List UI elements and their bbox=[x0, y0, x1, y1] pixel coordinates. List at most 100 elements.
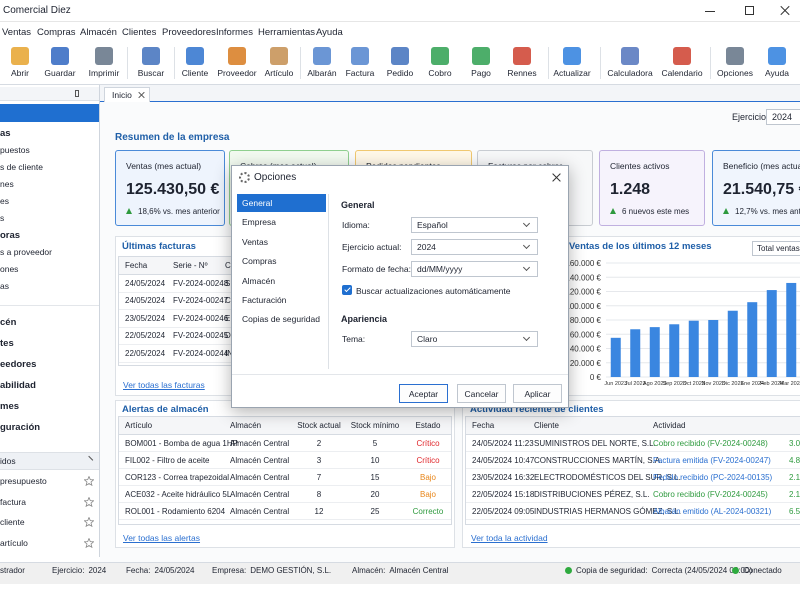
favorite-item[interactable]: presupuesto bbox=[0, 476, 47, 486]
nav-item[interactable]: Empresa bbox=[237, 213, 326, 231]
star-icon[interactable] bbox=[84, 476, 94, 486]
sidebar-item[interactable]: s bbox=[0, 213, 5, 223]
menu-item[interactable]: Herramientas bbox=[258, 27, 316, 38]
link[interactable]: Ver toda la actividad bbox=[471, 533, 548, 543]
link[interactable]: Ver todas las facturas bbox=[123, 380, 205, 390]
table-row[interactable]: COR123 - Correa trapezoidal Almacén Centr… bbox=[119, 469, 451, 486]
chart-selector[interactable]: Total ventas bbox=[752, 241, 800, 256]
status-label: Almacén: bbox=[352, 566, 386, 575]
toolbar-button[interactable]: Opciones bbox=[713, 44, 757, 82]
table-row[interactable]: BOM001 - Bomba de agua 1HP Almacén Centra… bbox=[119, 435, 451, 452]
maximize-button[interactable] bbox=[735, 0, 765, 22]
table-row[interactable]: FIL002 - Filtro de aceite Almacén Central… bbox=[119, 452, 451, 469]
dropdown[interactable]: Español bbox=[411, 217, 538, 233]
column-header: Stock mínimo bbox=[350, 421, 400, 430]
toolbar-button[interactable]: Pedido bbox=[378, 44, 422, 82]
dropdown[interactable]: Claro bbox=[411, 331, 538, 347]
menu-item[interactable]: Clientes bbox=[122, 27, 157, 38]
table-row[interactable]: 22/05/2024 15:18 DISTRIBUCIONES PÉREZ, S.… bbox=[466, 486, 800, 503]
close-button[interactable] bbox=[772, 0, 800, 22]
sidebar-module[interactable]: abilidad bbox=[0, 380, 36, 391]
sidebar-module[interactable]: guración bbox=[0, 422, 41, 433]
link[interactable]: Ver todas las alertas bbox=[123, 533, 201, 543]
dialog-button[interactable]: Cancelar bbox=[457, 384, 506, 403]
dropdown[interactable]: dd/MM/yyyy bbox=[411, 261, 538, 277]
favorite-item[interactable]: cliente bbox=[0, 517, 25, 527]
table-cell: INDUSTRIAS HERMANOS GÓMEZ, S.L. bbox=[534, 506, 682, 516]
favorite-item[interactable]: factura bbox=[0, 496, 26, 507]
table-row[interactable]: 23/05/2024 16:32 ELECTRODOMÉSTICOS DEL SU… bbox=[466, 469, 800, 486]
menu-item[interactable]: Proveedores bbox=[162, 27, 216, 38]
sidebar-item[interactable]: es bbox=[0, 196, 9, 206]
table-row[interactable]: ROL001 - Rodamiento 6204 Almacén Central 1… bbox=[119, 503, 451, 520]
tab[interactable]: Inicio bbox=[104, 87, 150, 102]
table-row[interactable]: 24/05/2024 10:47 CONSTRUCCIONES MARTÍN, S… bbox=[466, 452, 800, 469]
year-select[interactable]: 2024 bbox=[766, 109, 800, 125]
toolbar-button[interactable]: Pago bbox=[459, 44, 503, 82]
star-icon[interactable] bbox=[84, 496, 94, 507]
toolbar-label: Artículo bbox=[264, 68, 294, 78]
toolbar-button[interactable]: Calculadora bbox=[607, 44, 653, 82]
nav-item[interactable]: Copias de seguridad bbox=[237, 310, 326, 328]
sidebar-item[interactable]: ones bbox=[0, 264, 19, 274]
toolbar-button[interactable]: Rennes bbox=[500, 44, 544, 82]
toolbar-label: Calendario bbox=[661, 68, 703, 78]
toolbar-button[interactable]: Calendario bbox=[660, 44, 704, 82]
sidebar-item[interactable]: nes bbox=[0, 179, 14, 189]
toolbar-button[interactable]: Factura bbox=[338, 44, 382, 82]
menu-item[interactable]: Ventas bbox=[2, 27, 32, 38]
star-icon[interactable] bbox=[84, 537, 94, 548]
dropdown[interactable]: 2024 bbox=[411, 239, 538, 255]
star-icon[interactable] bbox=[84, 517, 94, 527]
toolbar-button[interactable]: Albarán bbox=[300, 44, 344, 82]
sidebar-module[interactable]: tes bbox=[0, 338, 14, 349]
sidebar-item[interactable]: puestos bbox=[0, 145, 30, 155]
table-row[interactable]: 24/05/2024 11:23 SUMINISTROS DEL NORTE, S… bbox=[466, 435, 800, 452]
sidebar-item[interactable]: s a proveedor bbox=[0, 247, 52, 257]
column-header: Estado bbox=[415, 421, 441, 430]
dialog-button[interactable]: Aplicar bbox=[513, 384, 562, 403]
checkbox-label: Buscar actualizaciones automáticamente bbox=[356, 286, 511, 296]
toolbar-button[interactable]: Abrir bbox=[0, 44, 42, 82]
toolbar-button[interactable]: Cobro bbox=[418, 44, 462, 82]
favorite-item[interactable]: artículo bbox=[0, 537, 28, 548]
up-arrow bbox=[610, 208, 616, 214]
sidebar-group[interactable]: oras bbox=[0, 230, 21, 241]
toolbar-button[interactable]: Cliente bbox=[173, 44, 217, 82]
table-cell: 24/05/2024 10:47 bbox=[472, 455, 535, 465]
menu-item[interactable]: Compras bbox=[37, 27, 76, 38]
sidebar-module[interactable]: mes bbox=[0, 401, 20, 412]
toolbar-label: Opciones bbox=[717, 68, 753, 78]
table-cell: Almacén Central bbox=[230, 489, 290, 499]
nav-item[interactable]: Facturación bbox=[237, 291, 326, 309]
toolbar-button[interactable]: Imprimir bbox=[82, 44, 126, 82]
card-title: Beneficio (mes actual) bbox=[723, 161, 800, 171]
toolbar-button[interactable]: Ayuda bbox=[755, 44, 799, 82]
nav-item[interactable]: General bbox=[237, 194, 326, 212]
toolbar-button[interactable]: Guardar bbox=[38, 44, 82, 82]
checkbox[interactable] bbox=[342, 285, 352, 295]
dialog-button[interactable]: Aceptar bbox=[399, 384, 448, 403]
table-row[interactable]: ACE032 - Aceite hidráulico 5L Almacén Cen… bbox=[119, 486, 451, 503]
toolbar-button[interactable]: Buscar bbox=[129, 44, 173, 82]
nav-item[interactable]: Compras bbox=[237, 252, 326, 270]
toolbar-button[interactable]: Artículo bbox=[257, 44, 301, 82]
nav-item[interactable]: Almacén bbox=[237, 272, 326, 290]
menu-item[interactable]: Informes bbox=[216, 27, 253, 38]
dialog-close[interactable] bbox=[548, 169, 566, 187]
toolbar-button[interactable]: Proveedor bbox=[215, 44, 259, 82]
sidebar-module[interactable]: cén bbox=[0, 317, 17, 328]
sidebar-item[interactable]: s de cliente bbox=[0, 162, 43, 172]
minimize-button[interactable] bbox=[695, 0, 725, 22]
table-cell: 5 bbox=[372, 438, 378, 448]
table-row[interactable]: 22/05/2024 09:05 INDUSTRIAS HERMANOS GÓME… bbox=[466, 503, 800, 520]
status-label: Fecha: bbox=[126, 566, 151, 575]
sidebar-item[interactable]: as bbox=[0, 281, 9, 291]
menu-item[interactable]: Ayuda bbox=[316, 27, 343, 38]
toolbar-button[interactable]: Actualizar bbox=[550, 44, 594, 82]
menu-item[interactable]: Almacén bbox=[80, 27, 117, 38]
pin-icon[interactable] bbox=[75, 90, 79, 97]
sidebar-group[interactable]: as bbox=[0, 128, 11, 139]
sidebar-module[interactable]: eedores bbox=[0, 359, 37, 370]
nav-item[interactable]: Ventas bbox=[237, 233, 326, 251]
